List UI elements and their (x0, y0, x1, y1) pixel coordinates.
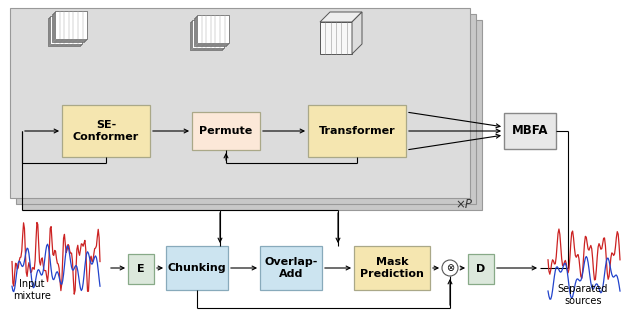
Bar (166, 246, 228, 290)
Text: SE-
Conformer: SE- Conformer (73, 120, 139, 142)
Text: Separated
sources: Separated sources (558, 284, 608, 306)
Bar (354, 246, 430, 290)
Text: E: E (137, 264, 145, 274)
Bar (52, 13, 84, 41)
Bar (62, 105, 150, 157)
Bar (193, 18, 226, 46)
Bar (192, 112, 260, 150)
Bar (197, 15, 229, 43)
Bar (196, 16, 228, 44)
Polygon shape (352, 12, 362, 54)
Bar (504, 113, 556, 149)
Bar (468, 254, 494, 284)
Text: Permute: Permute (200, 126, 253, 136)
Bar (52, 14, 84, 42)
Bar (48, 18, 80, 46)
Bar (54, 12, 86, 40)
Text: ×P: ×P (455, 199, 472, 212)
Polygon shape (320, 12, 362, 22)
Text: MBFA: MBFA (512, 124, 548, 137)
Bar (320, 22, 352, 54)
Bar (51, 16, 83, 44)
Text: D: D (476, 264, 486, 274)
Bar (128, 254, 154, 284)
Text: Mask
Prediction: Mask Prediction (360, 257, 424, 279)
Text: Chunking: Chunking (168, 263, 227, 273)
Text: ⊗: ⊗ (446, 263, 454, 273)
Bar (190, 22, 222, 50)
Circle shape (442, 260, 458, 276)
Bar (16, 14, 476, 204)
Bar (260, 246, 322, 290)
Bar (55, 11, 87, 39)
Bar (195, 17, 227, 45)
Bar (191, 21, 223, 49)
Bar (193, 19, 225, 48)
Bar (22, 20, 482, 210)
Text: Transformer: Transformer (319, 126, 396, 136)
Text: Overlap-
Add: Overlap- Add (264, 257, 317, 279)
Text: Input
mixture: Input mixture (13, 279, 51, 301)
Bar (49, 17, 81, 45)
Bar (10, 8, 470, 198)
Bar (308, 105, 406, 157)
